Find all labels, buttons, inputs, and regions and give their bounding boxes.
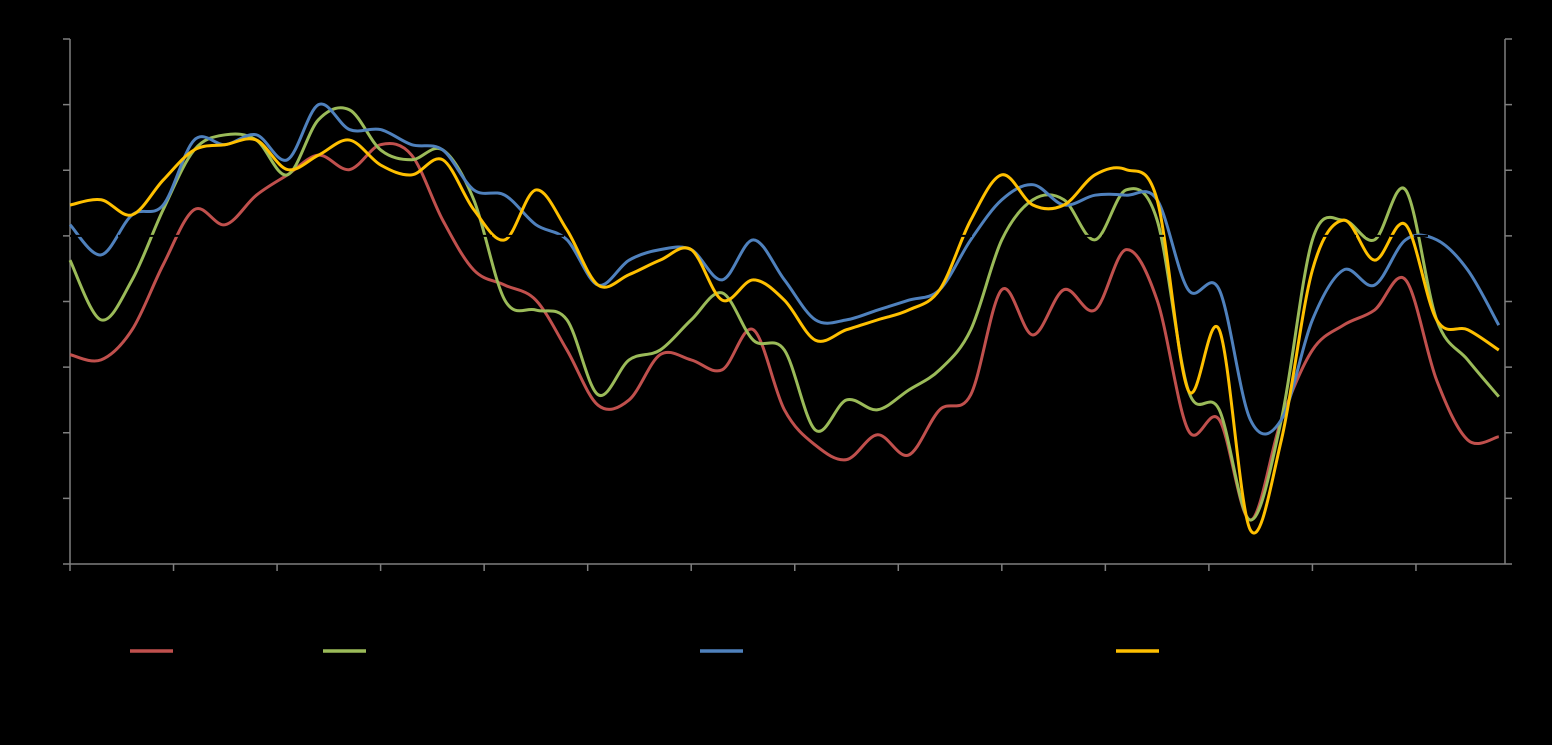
series-line [69,137,1500,535]
series-line [68,106,1500,522]
series-line [69,142,1500,522]
series-line [68,102,1501,436]
